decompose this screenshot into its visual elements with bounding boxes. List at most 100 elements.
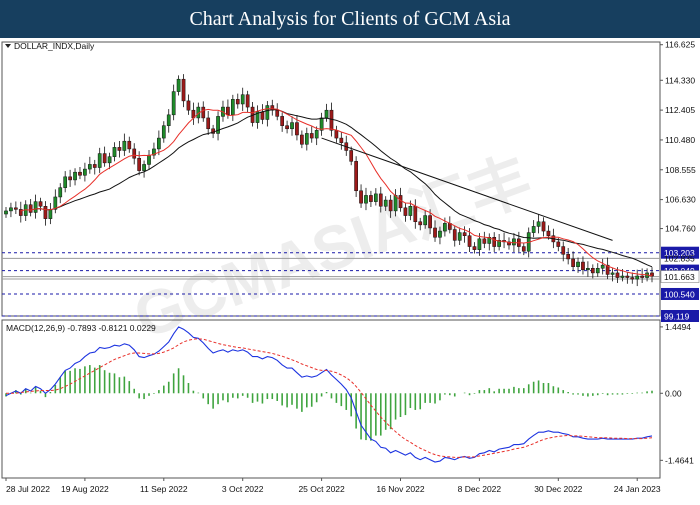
candle-body [418,221,423,226]
candle-body [640,275,644,278]
candle-body [304,133,309,145]
price-level-badge-label: 99.119 [664,312,690,322]
candle-body [541,221,546,232]
candle-body [605,264,610,275]
candle-body [28,204,33,213]
price-level-badge [661,310,699,322]
candle-body [339,137,344,143]
price-axis-tick-label: 104.760 [665,224,696,234]
price-axis-tick-label: 106.630 [665,195,696,205]
candle-body [403,207,408,216]
candle-body [329,109,334,131]
candle-body [83,168,87,176]
candle-body [137,157,141,171]
candle-body [275,109,280,117]
candle-body [586,268,590,271]
candle-body [482,238,487,244]
macd-label: MACD(12,26,9) -0.7893 -0.8121 0.0229 [6,323,156,333]
candle-body [9,207,13,212]
candle-body [556,241,561,247]
chart-banner-title: Chart Analysis for Clients of GCM Asia [0,0,700,38]
candle-body [319,117,324,131]
candle-body [590,268,595,274]
candle-body [521,246,526,252]
candle-body [216,116,220,134]
current-price-label: 101.663 [664,272,695,282]
candle-body [561,246,566,255]
candle-body [152,148,156,156]
macd-axis-tick-label: -1.4641 [665,455,694,465]
moving-average-slow-line [35,109,653,268]
time-axis-label: 8 Dec 2022 [458,484,502,494]
candle-body [230,99,235,116]
candle-body [33,201,38,213]
price-axis-tick-label: 110.480 [665,135,695,145]
candle-body [14,207,18,210]
candle-body [161,125,166,139]
time-axis-label: 25 Oct 2022 [298,484,345,494]
candle-body [595,268,600,274]
candle-body [260,111,265,120]
time-axis-label: 11 Sep 2022 [140,484,188,494]
candle-body [650,272,654,277]
candle-body [300,134,304,145]
candle-body [142,164,146,171]
candle-body [388,199,393,212]
candle-body [373,193,378,202]
candle-body [630,277,635,280]
candle-body [512,238,516,246]
time-axis-label: 24 Jan 2023 [614,484,661,494]
candle-body [576,261,580,267]
candle-body [314,130,319,139]
candle-body [536,221,541,227]
candle-body [457,232,462,241]
candle-body [87,164,92,170]
time-axis-label: 28 Jul 2022 [6,484,50,494]
moving-average-fast-line [20,108,653,277]
candle-body [43,206,48,219]
candle-body [492,237,497,247]
candle-body [635,275,640,280]
candle-body [122,140,127,151]
candle-body [107,156,112,164]
candle-body [245,94,250,108]
candle-body [92,164,97,168]
candle-body [423,215,428,226]
candle-body [171,91,176,116]
time-axis-label: 3 Oct 2022 [222,484,264,494]
candle-body [571,258,575,267]
macd-panel-frame [1,319,661,479]
candle-body [127,140,132,150]
candle-body [157,137,161,150]
price-axis-tick-label: 108.555 [665,165,696,175]
candle-body [181,78,186,102]
candle-body [290,122,294,130]
candle-body [58,187,63,198]
candle-body [53,196,58,210]
trendline [321,137,613,241]
candle-body [546,230,551,236]
candle-body [462,232,467,236]
candle-body [176,78,181,92]
candle-body [477,238,482,250]
macd-axis-tick-label: 1.4494 [665,322,691,332]
candle-body [600,264,605,269]
candle-body [68,176,72,181]
candle-body [438,230,442,238]
candle-body [383,199,388,207]
candle-body [73,171,77,181]
candle-body [201,106,206,119]
candle-body [285,125,289,130]
macd-line [5,326,653,463]
macd-axis-tick-label: 0.00 [665,388,682,398]
candle-body [147,154,151,165]
current-price-badge [660,270,700,283]
candle-body [433,227,437,238]
candle-body [117,147,122,151]
candle-body [309,133,314,139]
candle-body [255,111,260,123]
candle-body [265,105,270,120]
candle-body [186,100,191,111]
candle-body [334,130,339,139]
